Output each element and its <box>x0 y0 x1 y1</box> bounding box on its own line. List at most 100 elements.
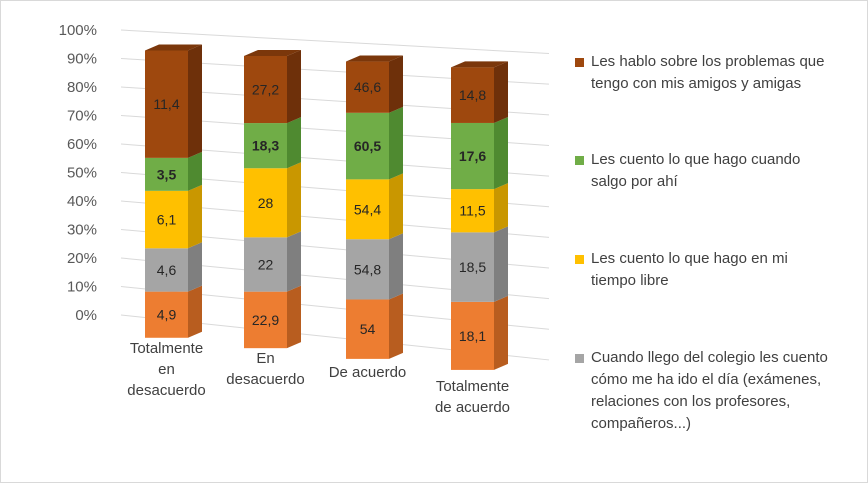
data-label: 4,9 <box>157 307 177 323</box>
legend-line: compañeros...) <box>591 415 692 432</box>
bar-segment-3 <box>346 112 389 180</box>
y-tick-label: 60% <box>67 136 97 153</box>
bar-segment-1 <box>244 237 287 292</box>
bar-segment-1-side <box>287 231 301 292</box>
y-tick-label: 80% <box>67 79 97 96</box>
bar-segment-1-side <box>389 233 403 300</box>
bar-segment-base-side <box>494 295 508 370</box>
data-label: 60,5 <box>354 138 381 154</box>
bar-segment-4 <box>244 55 287 124</box>
legend-line: Cuando llego del colegio les cuento <box>591 349 828 366</box>
x-category-line: desacuerdo <box>226 371 304 388</box>
y-tick-label: 20% <box>67 250 97 267</box>
x-category-label: Totalmente de acuerdo <box>435 378 510 416</box>
bar-segment-4 <box>145 50 188 158</box>
bar-segment-4-side <box>389 55 403 113</box>
bar-top-face <box>346 55 403 62</box>
bar-segment-2 <box>346 179 389 240</box>
data-label: 22,9 <box>252 312 279 328</box>
gridline <box>120 29 550 55</box>
data-label: 54,4 <box>354 201 381 217</box>
bar-segment-2 <box>451 189 494 233</box>
x-category-line: desacuerdo <box>127 382 205 399</box>
y-tick-label: 50% <box>67 165 97 182</box>
bar-segment-4 <box>451 67 494 123</box>
x-category-line: Totalmente <box>130 340 203 357</box>
bar-segment-base-side <box>287 285 301 349</box>
legend-line: relaciones con los profesores, <box>591 393 791 410</box>
y-tick-label: 30% <box>67 222 97 239</box>
legend-swatch <box>575 354 584 363</box>
legend-label: Les hablo sobre los problemas que tengo c… <box>591 51 861 95</box>
bar-segment-1-side <box>494 226 508 302</box>
bar-segment-2 <box>244 168 287 238</box>
bar-segment-3 <box>145 157 188 191</box>
data-label: 11,5 <box>459 203 485 219</box>
bar-segment-4-side <box>494 61 508 123</box>
y-tick-label: 90% <box>67 51 97 68</box>
y-tick-label: 0% <box>75 307 97 324</box>
bar-segment-base <box>244 291 287 349</box>
data-label: 28 <box>258 195 274 211</box>
data-label: 22 <box>258 257 274 273</box>
bar-top-face <box>244 49 301 56</box>
data-label: 4,6 <box>157 262 177 278</box>
bar-segment-base-side <box>188 285 202 338</box>
data-label: 54,8 <box>354 261 381 277</box>
bar-segment-1 <box>145 248 188 292</box>
bar-segment-4-side <box>287 49 301 124</box>
x-category-label: En desacuerdo <box>226 350 304 388</box>
legend-line: Les cuento lo que hago cuando <box>591 151 801 168</box>
legend-swatch <box>575 156 584 165</box>
bar-segment-base <box>451 301 494 370</box>
legend-label: Les cuento lo que hago en mi tiempo libre <box>591 248 861 292</box>
x-category-line: de acuerdo <box>435 399 510 416</box>
bar-segment-base <box>145 291 188 338</box>
y-tick-label: 100% <box>59 22 97 39</box>
x-category-label: De acuerdo <box>329 364 407 381</box>
legend-line: cómo me ha ido el día (exámenes, <box>591 371 822 388</box>
data-label: 46,6 <box>354 79 381 95</box>
y-tick-label: 70% <box>67 108 97 125</box>
bar-top-face <box>145 44 202 51</box>
y-tick-label: 10% <box>67 279 97 296</box>
bar-segment-2-side <box>494 183 508 233</box>
bar-segment-4 <box>346 61 389 113</box>
legend-label: Cuando llego del colegio les cuento cómo … <box>591 347 861 435</box>
legend-line: Les hablo sobre los problemas que <box>591 53 825 70</box>
data-label: 11,4 <box>153 96 179 112</box>
bar-segment-3-side <box>188 151 202 191</box>
legend-line: salgo por ahí <box>591 173 678 190</box>
legend-swatch <box>575 255 584 264</box>
bar-segment-1 <box>451 232 494 302</box>
bar-segment-base <box>346 299 389 359</box>
data-label: 17,6 <box>459 148 486 164</box>
data-label: 18,1 <box>459 328 486 344</box>
legend-line: Les cuento lo que hago en mi <box>591 250 788 267</box>
bar-segment-3 <box>244 123 287 169</box>
bar-segment-base-side <box>389 293 403 359</box>
x-category-line: De acuerdo <box>329 364 407 381</box>
bar-segment-1 <box>346 239 389 300</box>
bar-segment-4-side <box>188 44 202 158</box>
data-label: 18,5 <box>459 259 486 275</box>
bar-segment-2-side <box>188 184 202 249</box>
bar-segment-2 <box>145 190 188 249</box>
bar-segment-1-side <box>188 242 202 292</box>
legend-line: tengo con mis amigos y amigas <box>591 75 802 92</box>
data-label: 18,3 <box>252 138 279 154</box>
bar-segment-3 <box>451 122 494 190</box>
data-label: 27,2 <box>252 82 279 98</box>
x-category-line: En <box>256 350 274 367</box>
bar-segment-2-side <box>287 162 301 238</box>
bar-top-face <box>451 61 508 68</box>
bar-segment-3-side <box>494 116 508 190</box>
legend-label: Les cuento lo que hago cuando salgo por a… <box>591 149 861 193</box>
y-tick-label: 40% <box>67 193 97 210</box>
data-label: 3,5 <box>157 166 177 182</box>
x-category-line: Totalmente <box>436 378 509 395</box>
bar-segment-3-side <box>389 106 403 180</box>
data-label: 54 <box>360 321 376 337</box>
